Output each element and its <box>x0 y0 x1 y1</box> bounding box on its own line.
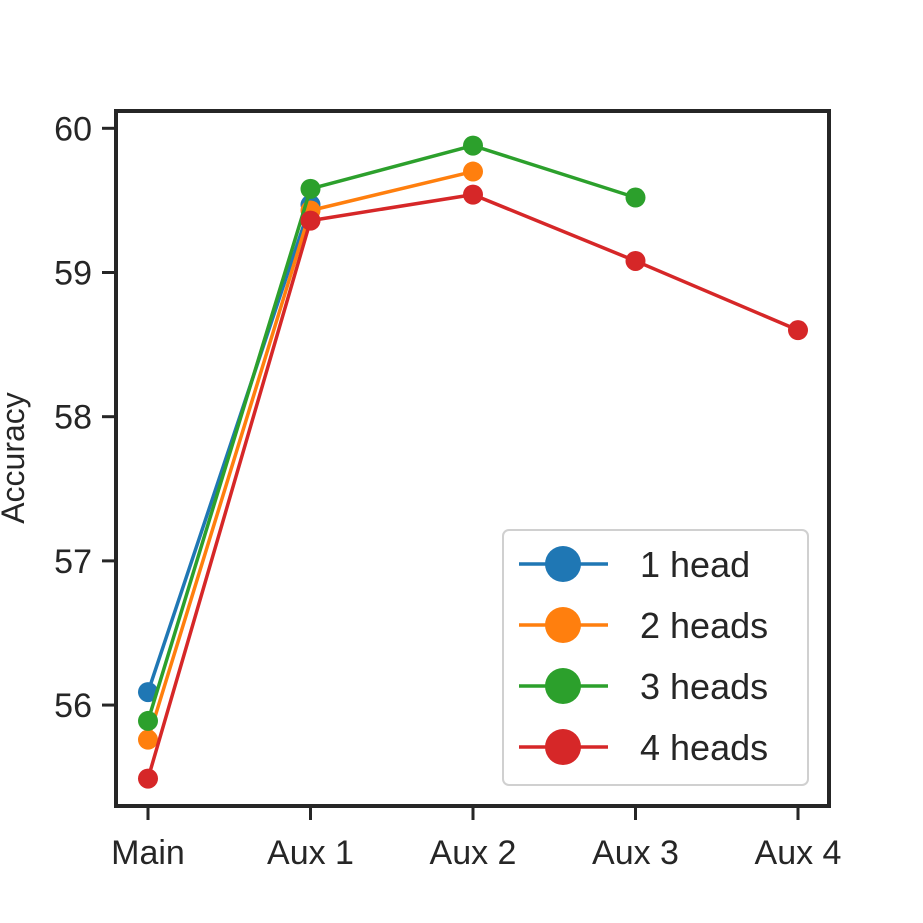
data-point <box>463 161 483 182</box>
legend-marker <box>545 546 581 582</box>
data-point <box>463 135 483 156</box>
legend-frame <box>502 529 809 786</box>
y-axis-label: Accuracy <box>0 392 31 524</box>
y-tick-label: 56 <box>54 687 92 725</box>
data-point <box>625 187 646 208</box>
y-axis: 56 57 58 59 60 <box>54 110 116 725</box>
data-point <box>138 729 158 750</box>
y-tick-label: 58 <box>54 399 92 437</box>
data-point <box>463 184 483 205</box>
data-point <box>138 768 158 789</box>
y-tick-label: 60 <box>54 110 92 148</box>
x-tick-label: Aux 3 <box>592 834 679 872</box>
data-point <box>788 320 808 341</box>
legend-entry: 3 heads <box>519 666 768 707</box>
y-tick-label: 59 <box>54 254 92 292</box>
legend-entry: 2 heads <box>519 605 768 646</box>
data-point <box>138 682 158 703</box>
legend-entries: 1 head 2 heads 3 heads 4 heads <box>519 544 768 768</box>
legend-label: 4 heads <box>640 727 768 768</box>
legend-entry: 1 head <box>519 544 750 585</box>
x-axis: Main Aux 1 Aux 2 Aux 3 Aux 4 <box>111 806 841 872</box>
series-line <box>146 143 637 722</box>
x-tick-label: Aux 4 <box>755 834 842 872</box>
series-4 <box>138 184 808 789</box>
legend-marker <box>545 729 581 765</box>
legend-label: 3 heads <box>640 666 768 707</box>
series-line <box>146 204 313 693</box>
legend-entry: 4 heads <box>519 727 768 768</box>
data-point <box>300 210 321 231</box>
series-3 <box>138 135 646 731</box>
data-point <box>300 178 321 199</box>
data-point <box>138 710 158 731</box>
x-tick-label: Aux 1 <box>267 834 354 872</box>
legend-label: 2 heads <box>640 605 768 646</box>
x-tick-label: Main <box>111 834 185 872</box>
legend-marker <box>545 607 581 643</box>
y-tick-label: 57 <box>54 543 92 581</box>
legend: 1 head 2 heads 3 heads 4 heads <box>502 529 809 786</box>
data-point <box>625 250 646 271</box>
legend-label: 1 head <box>640 544 750 585</box>
x-tick-label: Aux 2 <box>430 834 517 872</box>
legend-marker <box>545 668 581 704</box>
series-layer <box>138 135 808 789</box>
